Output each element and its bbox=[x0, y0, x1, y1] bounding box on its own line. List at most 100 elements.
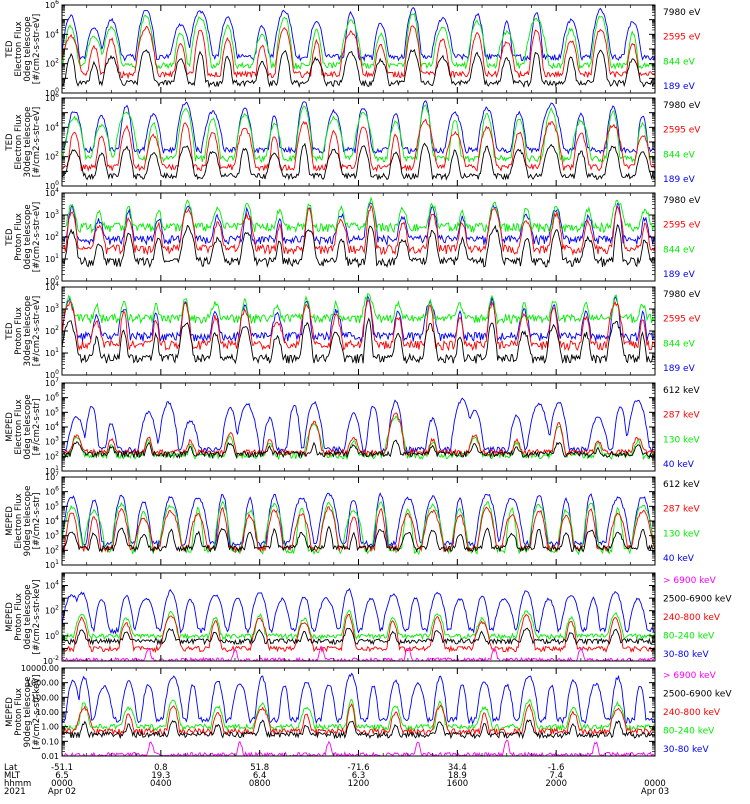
x-tick-label: Apr 03 bbox=[641, 787, 669, 797]
legend-entry: 40 keV bbox=[663, 460, 695, 470]
legend-entry: 189 eV bbox=[663, 175, 696, 185]
series-line-red bbox=[62, 703, 655, 737]
series-line-green bbox=[62, 104, 655, 164]
y-axis-label-line: TED bbox=[5, 40, 15, 59]
y-axis-label-line: 0deg telescope bbox=[23, 204, 33, 269]
x-row-label: 2021 bbox=[4, 787, 26, 797]
y-axis-label-line: 0deg telescope bbox=[23, 16, 33, 81]
x-row-label: Lat bbox=[4, 763, 18, 773]
series-line-blue bbox=[62, 397, 655, 455]
y-tick-label: 103 bbox=[45, 530, 59, 541]
panel-4: 100 101 102 103 104 TED Proton Flux 30deg teles… bbox=[5, 281, 701, 380]
series-line-blue bbox=[62, 6, 655, 62]
series-line-red bbox=[62, 506, 655, 554]
y-tick-label: 103 bbox=[45, 436, 59, 447]
y-axis-label-line: MEPED bbox=[5, 602, 15, 632]
y-tick-label: 102 bbox=[45, 325, 59, 336]
y-tick-label: 104 bbox=[45, 515, 59, 526]
y-axis-label-line: Electron Flux bbox=[14, 399, 24, 454]
y-tick-label: 103 bbox=[45, 303, 59, 314]
legend-entry: 2595 eV bbox=[663, 221, 701, 231]
panel-2: 100 102 104 106 TED Electron Flux 30deg telesc… bbox=[5, 92, 701, 191]
y-axis-label-line: TED bbox=[5, 228, 15, 247]
y-tick-label: 104 bbox=[45, 28, 59, 39]
y-tick-label: 107 bbox=[45, 377, 59, 388]
legend-entry: 2595 eV bbox=[663, 33, 701, 43]
y-tick-label: 104 bbox=[45, 281, 59, 292]
y-tick-label: 104 bbox=[45, 580, 59, 591]
x-tick-label: Apr 02 bbox=[48, 787, 76, 797]
legend-entry: 2595 eV bbox=[663, 315, 701, 325]
legend-entry: 240-800 keV bbox=[663, 613, 721, 623]
legend-entry: 7980 eV bbox=[663, 101, 701, 111]
panel-1: 100 102 104 106 TED Electron Flux 0deg telesco… bbox=[5, 0, 701, 98]
y-tick-label: 10.00 bbox=[36, 708, 59, 717]
x-tick-label: -51.1 bbox=[51, 763, 73, 773]
x-tick-label: -1.6 bbox=[548, 763, 565, 773]
legend-entry: 844 eV bbox=[663, 245, 696, 255]
y-tick-label: 10000.00 bbox=[21, 664, 59, 673]
x-tick-label: 51.8 bbox=[250, 763, 269, 773]
x-tick-label: 1200 bbox=[348, 779, 370, 789]
legend-entry: 612 keV bbox=[663, 480, 700, 490]
y-axis-label-line: MEPED bbox=[5, 506, 15, 536]
x-tick-label: 2000 bbox=[545, 779, 567, 789]
y-axis-label-line: 90deg telescope bbox=[23, 677, 33, 748]
panel-7: 10-2 100 102 104 MEPED Proton Flux 0deg telesc… bbox=[5, 572, 732, 666]
x-tick-label: 6.5 bbox=[55, 771, 69, 781]
y-axis-label-line: Proton Flux bbox=[14, 593, 24, 641]
y-tick-label: 104 bbox=[45, 121, 59, 132]
y-axis-label-line: [#/cm2-s-str] bbox=[32, 399, 42, 456]
legend-entry: 189 eV bbox=[663, 364, 696, 374]
y-tick-label: 102 bbox=[45, 151, 59, 162]
y-axis-label-line: [#/cm2-s-str-keV] bbox=[32, 580, 42, 655]
series-line-red bbox=[62, 204, 655, 256]
y-axis-label-line: Proton Flux bbox=[14, 688, 24, 736]
x-tick-label: 0800 bbox=[249, 779, 271, 789]
series-line-green bbox=[62, 609, 655, 641]
y-tick-label: 102 bbox=[45, 58, 59, 69]
x-row-label: MLT bbox=[4, 771, 21, 781]
series-line-black bbox=[62, 317, 655, 365]
y-tick-label: 100 bbox=[45, 87, 59, 98]
series-line-black bbox=[62, 439, 655, 460]
y-tick-label: 105 bbox=[45, 406, 59, 417]
legend-entry: 189 eV bbox=[663, 270, 696, 280]
series-line-black bbox=[62, 627, 655, 646]
x-tick-label: 1600 bbox=[447, 779, 469, 789]
y-axis-label-line: Electron Flux bbox=[14, 21, 24, 76]
legend-entry: 2595 eV bbox=[663, 126, 701, 136]
series-line-green bbox=[62, 698, 655, 733]
x-tick-label: 34.4 bbox=[448, 763, 467, 773]
y-tick-label: 106 bbox=[45, 92, 59, 103]
y-axis-label-line: Proton Flux bbox=[14, 213, 24, 261]
y-axis-label-line: TED bbox=[5, 133, 15, 152]
y-tick-label: 0.01 bbox=[41, 752, 59, 761]
y-tick-label: 101 bbox=[45, 465, 59, 476]
y-tick-label: 101 bbox=[45, 559, 59, 570]
x-tick-label: 6.4 bbox=[253, 771, 267, 781]
y-tick-label: 107 bbox=[45, 471, 59, 482]
y-tick-label: 100 bbox=[45, 275, 59, 286]
series-line-blue bbox=[62, 672, 655, 725]
y-axis-label-line: TED bbox=[5, 322, 15, 341]
legend-entry: 40 keV bbox=[663, 554, 695, 564]
legend-entry: 287 keV bbox=[663, 505, 700, 515]
legend-entry: 30-80 keV bbox=[663, 650, 709, 660]
legend-entry: 80-240 keV bbox=[663, 632, 715, 642]
y-axis-label-line: 90deg telescope bbox=[23, 486, 33, 557]
y-axis-label-line: [#/cm2-s-str-eV] bbox=[32, 14, 42, 84]
y-axis-label-line: 0deg telescope bbox=[23, 394, 33, 459]
x-tick-label: 0000 bbox=[51, 779, 73, 789]
legend-entry: 189 eV bbox=[663, 82, 696, 92]
y-tick-label: 104 bbox=[45, 187, 59, 198]
panel-8: 0.01 0.10 1.00 10.00 100.00 1000.00 10000.00 ME… bbox=[5, 664, 732, 761]
series-line-black bbox=[62, 525, 655, 554]
x-tick-label: 18.9 bbox=[448, 771, 467, 781]
y-tick-label: 100 bbox=[45, 180, 59, 191]
y-tick-label: 102 bbox=[45, 231, 59, 242]
series-line-black bbox=[62, 142, 655, 181]
panel-6: 101 102 103 104 105 106 107 MEPED Electron Flux 9… bbox=[5, 471, 700, 570]
